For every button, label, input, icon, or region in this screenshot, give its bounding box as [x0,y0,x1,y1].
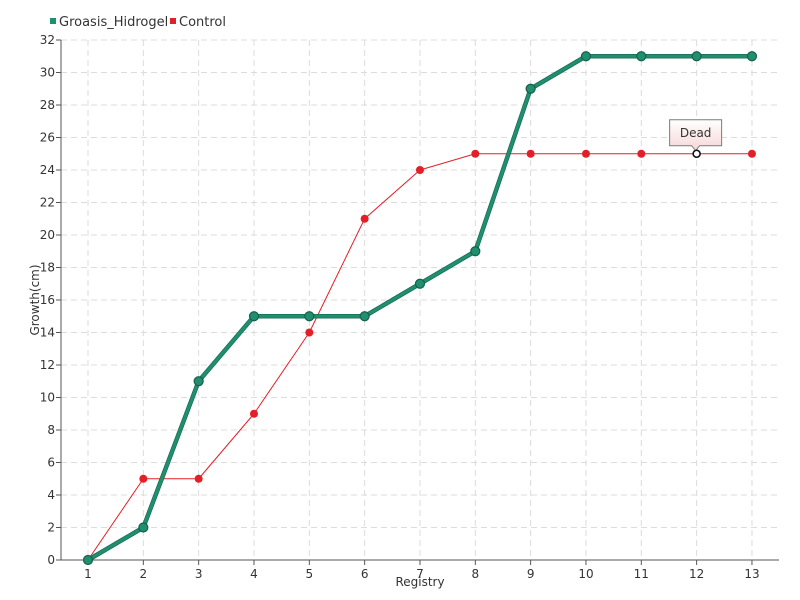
data-point-groasis-hidrogel [746,51,758,62]
data-point-control [747,149,756,158]
y-tick-label: 6 [47,456,55,470]
data-point-control [581,149,590,158]
series [82,51,758,566]
x-tick-label: 7 [416,567,424,581]
y-tick-label: 0 [47,553,55,567]
data-point-control [360,214,369,223]
x-tick-label: 1 [84,567,92,581]
y-tick-label: 16 [40,293,55,307]
y-tick-label: 14 [40,326,55,340]
x-tick-label: 9 [527,567,535,581]
data-point-groasis-hidrogel [138,522,149,533]
y-axis-title: Growth(cm) [28,264,42,335]
data-point-groasis-hidrogel [82,554,94,566]
data-point-groasis-hidrogel [414,278,426,289]
y-tick-label: 26 [40,131,55,145]
annotation-callout [669,119,723,152]
y-tick-label: 10 [40,391,55,405]
x-axis-title: Registry [395,575,444,589]
x-tick-label: 10 [578,567,593,581]
y-tick-label: 32 [40,33,55,47]
y-tick-label: 12 [40,358,55,372]
legend-label-groasis-hidrogel: Groasis_Hidrogel [59,15,168,30]
x-tick-label: 2 [140,567,148,581]
x-tick-label: 3 [195,567,203,581]
y-tick-label: 20 [40,228,55,242]
y-tick-label: 30 [40,66,55,80]
data-point-groasis-hidrogel [580,51,592,62]
data-point-groasis-hidrogel [691,51,702,62]
data-point-control [139,474,148,483]
data-point-control [415,166,424,174]
data-point-groasis-hidrogel [193,376,204,387]
x-tick-label: 8 [471,567,479,581]
y-tick-label: 22 [40,196,55,210]
data-point-groasis-hidrogel [248,311,260,322]
x-tick-label: 13 [744,567,759,581]
data-point-control [526,149,535,158]
legend: Groasis_Hidrogel Control [50,15,226,30]
y-tick-label: 4 [47,488,55,502]
data-point-control [471,149,480,158]
legend-label-control: Control [179,15,226,30]
data-point-groasis-hidrogel [304,311,315,322]
x-tick-label: 6 [361,567,369,581]
annotations: Dead [669,119,723,159]
x-tick-label: 5 [305,567,313,581]
y-tick-label: 8 [47,423,55,437]
x-tick-label: 4 [250,567,258,581]
data-point-control [249,409,258,418]
data-point-groasis-hidrogel [636,51,647,62]
data-point-control [637,149,646,158]
x-tick-label: 12 [689,567,704,581]
y-tick-label: 28 [40,98,55,112]
y-tick-label: 18 [40,261,55,275]
data-point-groasis-hidrogel [470,246,481,257]
y-tick-label: 2 [47,521,55,535]
legend-marker-groasis-hidrogel [50,18,56,24]
data-point-groasis-hidrogel [525,83,536,94]
data-point-control [305,328,314,337]
y-tick-label: 24 [40,163,55,177]
grid [61,39,779,560]
x-tick-label: 11 [634,567,649,581]
annotation-marker [692,149,701,159]
data-point-control [194,474,203,483]
legend-marker-control [170,18,176,24]
annotation-label: Dead [680,126,712,140]
data-point-groasis-hidrogel [359,311,370,322]
